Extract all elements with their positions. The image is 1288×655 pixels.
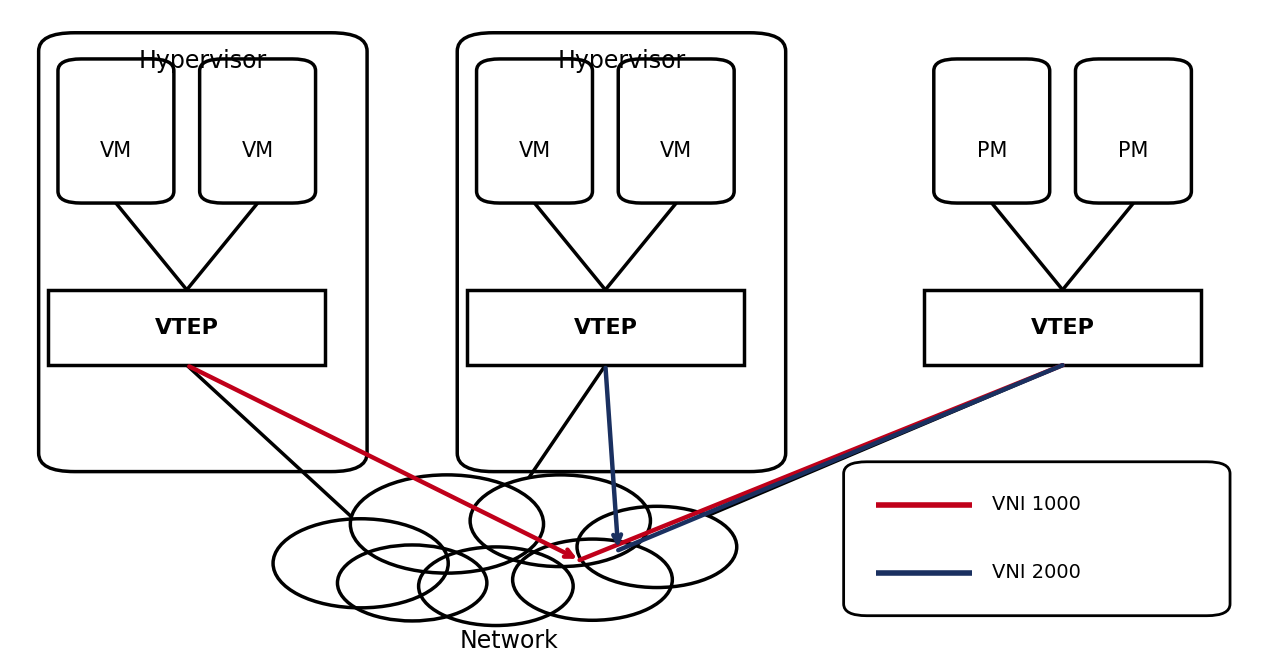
Circle shape xyxy=(419,547,573,626)
Text: VM: VM xyxy=(100,141,131,160)
Bar xyxy=(466,290,743,365)
Text: VNI 2000: VNI 2000 xyxy=(992,563,1081,582)
Text: Hypervisor: Hypervisor xyxy=(139,49,267,73)
Text: Network: Network xyxy=(460,629,558,653)
Circle shape xyxy=(350,475,544,573)
Circle shape xyxy=(273,519,448,608)
FancyBboxPatch shape xyxy=(457,33,786,472)
FancyBboxPatch shape xyxy=(844,462,1230,616)
Text: VM: VM xyxy=(242,141,273,160)
FancyBboxPatch shape xyxy=(934,59,1050,203)
Text: VM: VM xyxy=(661,141,692,160)
Circle shape xyxy=(577,506,737,588)
Bar xyxy=(48,290,325,365)
Circle shape xyxy=(513,539,672,620)
Text: VNI 1000: VNI 1000 xyxy=(992,495,1081,514)
Bar xyxy=(923,290,1200,365)
FancyBboxPatch shape xyxy=(200,59,316,203)
Text: Hypervisor: Hypervisor xyxy=(558,49,685,73)
Circle shape xyxy=(470,475,650,567)
Text: PM: PM xyxy=(976,141,1007,160)
Text: VM: VM xyxy=(519,141,550,160)
FancyBboxPatch shape xyxy=(618,59,734,203)
Circle shape xyxy=(337,545,487,621)
Text: VTEP: VTEP xyxy=(155,318,219,337)
Text: VTEP: VTEP xyxy=(1030,318,1095,337)
Text: PM: PM xyxy=(1118,141,1149,160)
Text: VTEP: VTEP xyxy=(573,318,638,337)
FancyBboxPatch shape xyxy=(39,33,367,472)
FancyBboxPatch shape xyxy=(1075,59,1191,203)
FancyBboxPatch shape xyxy=(58,59,174,203)
FancyBboxPatch shape xyxy=(477,59,592,203)
